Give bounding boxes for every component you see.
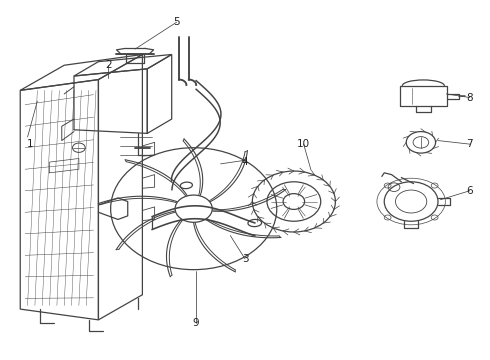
- Text: 3: 3: [242, 254, 248, 264]
- Text: 9: 9: [193, 319, 199, 328]
- Text: 2: 2: [105, 60, 112, 70]
- Text: 8: 8: [466, 93, 473, 103]
- Text: 10: 10: [297, 139, 310, 149]
- Text: 7: 7: [466, 139, 473, 149]
- Text: 6: 6: [466, 186, 473, 196]
- Text: 4: 4: [242, 157, 248, 167]
- Text: 5: 5: [173, 17, 180, 27]
- Text: 1: 1: [26, 139, 33, 149]
